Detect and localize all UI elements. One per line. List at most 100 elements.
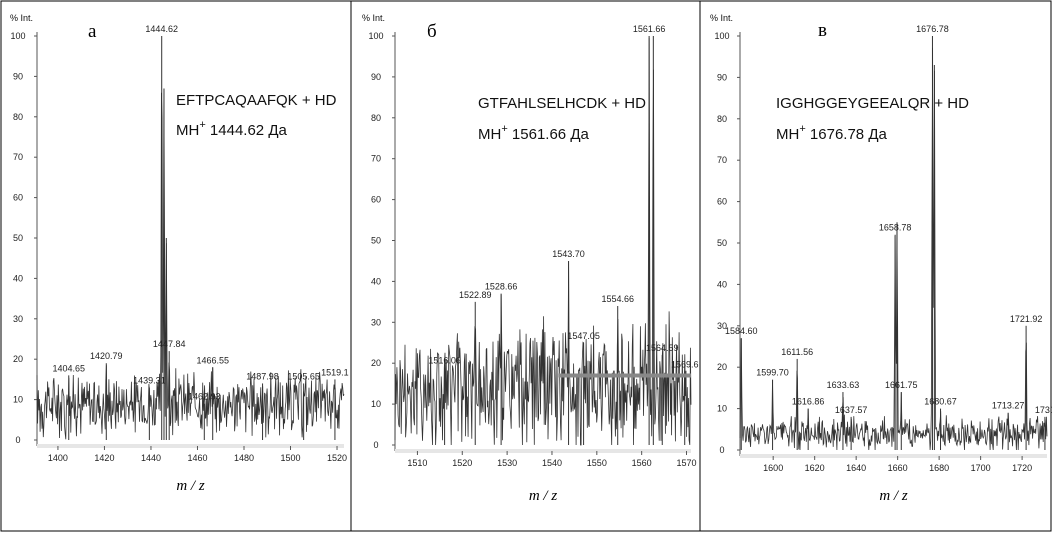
x-axis-label: m / z [176,478,205,494]
peak-label: 1516.06 [428,355,461,365]
x-tick-label: 1530 [497,458,517,468]
y-tick-label: 60 [371,195,381,205]
peak-label: 1487.98 [246,371,279,381]
peak-label: 1547.05 [567,331,600,341]
y-tick-label: 40 [717,279,727,289]
mh-superscript: + [501,123,507,135]
x-axis-label: m / z [529,488,558,504]
peak-label: 1616.86 [792,397,825,407]
x-tick-label: 1510 [407,458,427,468]
y-tick-label: 10 [371,399,381,409]
peak-label: 1584.60 [725,326,758,336]
y-tick-label: 80 [717,114,727,124]
baseline-band [740,454,1047,458]
y-tick-label: 30 [371,317,381,327]
mh-text: MH [776,126,799,143]
x-tick-label: 1680 [929,463,949,473]
x-tick-label: 1720 [1012,463,1032,473]
y-tick-label: 20 [13,354,23,364]
y-tick-label: 80 [13,112,23,122]
x-tick-label: 1550 [587,458,607,468]
baseline-band [37,444,344,448]
peak-label: 1680.67 [924,397,957,407]
panel-letter: б [427,21,437,42]
y-tick-label: 20 [371,358,381,368]
mh-mass-label: MH+ 1444.62 Да [176,119,287,139]
x-tick-label: 1540 [542,458,562,468]
y-tick-label: 90 [717,72,727,82]
spectrum-trace [36,90,345,440]
x-tick-label: 1570 [676,458,696,468]
spectrum-trace [739,47,1048,451]
mh-text: MH [478,126,501,143]
y-tick-label: 50 [371,236,381,246]
mh-superscript: + [799,123,805,135]
y-tick-label: 60 [13,193,23,203]
x-tick-label: 1460 [187,453,207,463]
peptide-sequence-label: EFTPCAQAAFQK + HD [176,92,337,109]
peptide-sequence-label: GTFAHLSELHCDK + HD [478,95,646,112]
peak-label: 1676.78 [916,24,949,34]
peak-label: 1731 [1035,405,1052,415]
x-tick-label: 1620 [805,463,825,473]
y-tick-label: 100 [10,31,25,41]
peak-label: 1447.84 [153,339,186,349]
peak-label: 1466.55 [196,355,229,365]
y-tick-label: 50 [717,238,727,248]
x-tick-label: 1660 [888,463,908,473]
peak-label: 1505.65 [287,371,320,381]
x-axis-label: m / z [879,488,908,504]
y-tick-label: 70 [371,154,381,164]
y-tick-label: 30 [13,314,23,324]
y-tick-label: 70 [13,152,23,162]
peak-label: 1721.92 [1010,314,1043,324]
peak-label: 1554.66 [601,294,634,304]
y-tick-label: 0 [373,440,378,450]
peptide-sequence-label: IGGHGGEYGEEALQR + HD [776,95,969,112]
x-tick-label: 1600 [763,463,783,473]
x-tick-label: 1520 [452,458,472,468]
peak-label: 1561.66 [633,24,666,34]
x-tick-label: 1700 [971,463,991,473]
x-tick-label: 1420 [94,453,114,463]
y-tick-label: 10 [717,404,727,414]
panel-letter: а [88,21,97,42]
panel-letter: в [818,20,827,41]
x-tick-label: 1400 [48,453,68,463]
mh-mass-label: MH+ 1561.66 Да [478,123,589,143]
y-tick-label: 10 [13,395,23,405]
x-tick-label: 1640 [846,463,866,473]
mass-text: 1561.66 Да [508,126,590,143]
peak-label: 1564.59 [646,343,679,353]
mass-text: 1676.78 Да [806,126,888,143]
y-tick-label: 80 [371,113,381,123]
y-tick-label: 40 [371,276,381,286]
mh-text: MH [176,122,199,139]
x-tick-label: 1480 [234,453,254,463]
x-tick-label: 1440 [141,453,161,463]
y-tick-label: 100 [368,31,383,41]
y-tick-label: 100 [714,31,729,41]
x-tick-label: 1520 [327,453,347,463]
y-tick-label: 70 [717,155,727,165]
peak-label: 1543.70 [552,249,585,259]
mass-text: 1444.62 Да [206,122,288,139]
y-tick-label: 90 [13,71,23,81]
peak-label: 1404.65 [52,363,85,373]
peak-label: 1439.31 [133,375,166,385]
x-tick-label: 1500 [280,453,300,463]
y-tick-label: 90 [371,72,381,82]
peak-label: 1522.89 [459,290,492,300]
peak-label: 1713.27 [992,401,1025,411]
peak-label: 1658.78 [879,223,912,233]
y-tick-label: 40 [13,273,23,283]
x-tick-label: 1560 [632,458,652,468]
peak-label: 1611.56 [781,347,813,357]
peak-label: 1633.63 [827,380,860,390]
peak-label: 1599.70 [756,368,789,378]
y-unit-label: % Int. [10,13,33,23]
y-tick-label: 0 [719,445,724,455]
